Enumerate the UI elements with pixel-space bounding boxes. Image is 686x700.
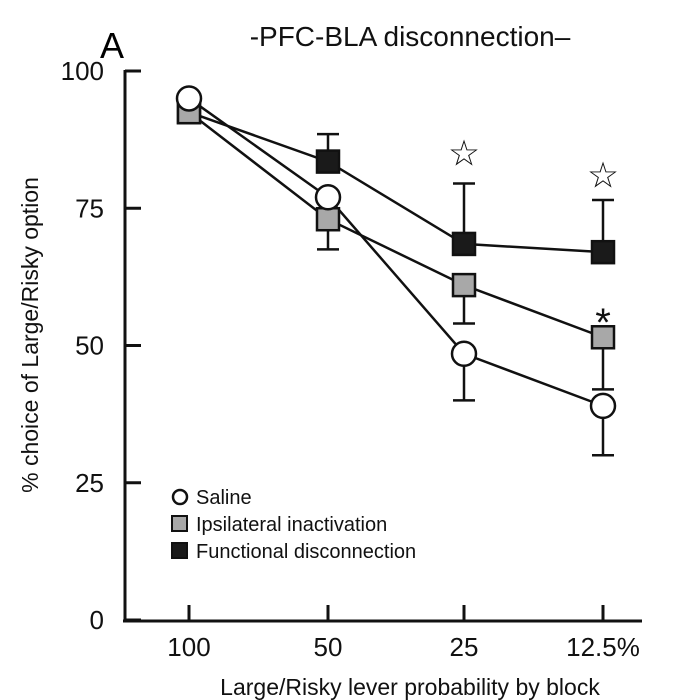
x-ticks: 100 50 25 12.5% (167, 605, 640, 662)
point-ipsilateral-2 (451, 272, 477, 298)
significance-marker-0: ☆ (448, 132, 480, 173)
legend-entry-saline: Saline (171, 487, 252, 509)
y-axis-title: % choice of Large/Risky option (17, 177, 43, 493)
legend-label-ipsilateral: Ipsilateral inactivation (196, 514, 387, 536)
series-line-ipsilateral (188, 111, 604, 339)
panel-label: A (100, 25, 124, 66)
x-tick-label-25: 25 (450, 632, 479, 662)
series-layer (175, 85, 617, 457)
point-functional-2 (451, 231, 477, 257)
point-functional-3 (590, 239, 616, 265)
y-ticks: 0 25 50 75 100 (61, 56, 141, 635)
legend-entry-ipsilateral: Ipsilateral inactivation (171, 514, 387, 536)
point-saline-3 (589, 392, 617, 420)
point-ipsilateral-3 (590, 325, 616, 350)
series-line-saline (188, 97, 604, 408)
legend-marker-functional (171, 542, 188, 559)
legend-label-saline: Saline (196, 487, 252, 509)
annotation-layer: ☆ ☆ * (448, 132, 619, 345)
chart-title: -PFC-BLA disconnection– (250, 21, 571, 52)
y-tick-label-75: 75 (75, 193, 104, 223)
point-saline-2 (450, 340, 478, 367)
point-saline-0 (175, 85, 203, 112)
point-functional-1 (315, 149, 341, 174)
y-tick-label-25: 25 (75, 468, 104, 498)
y-tick-label-0: 0 (90, 605, 104, 635)
legend-marker-ipsilateral (171, 515, 188, 532)
significance-marker-1: ☆ (587, 154, 619, 195)
significance-marker-2: * (595, 301, 611, 345)
legend-marker-saline (171, 488, 189, 506)
y-tick-label-100: 100 (61, 56, 104, 86)
y-tick-label-50: 50 (75, 331, 104, 361)
legend: Saline Ipsilateral inactivation Function… (171, 487, 416, 563)
legend-entry-functional: Functional disconnection (171, 541, 416, 563)
point-saline-1 (314, 184, 342, 211)
point-ipsilateral-1 (315, 206, 341, 232)
x-axis-title: Large/Risky lever probability by block (220, 674, 600, 700)
series-line-functional (188, 110, 604, 254)
x-tick-label-100: 100 (167, 632, 210, 662)
x-tick-label-50: 50 (314, 632, 343, 662)
axes (123, 70, 642, 623)
legend-label-functional: Functional disconnection (196, 541, 416, 563)
x-tick-label-12-5-: 12.5% (566, 632, 640, 662)
